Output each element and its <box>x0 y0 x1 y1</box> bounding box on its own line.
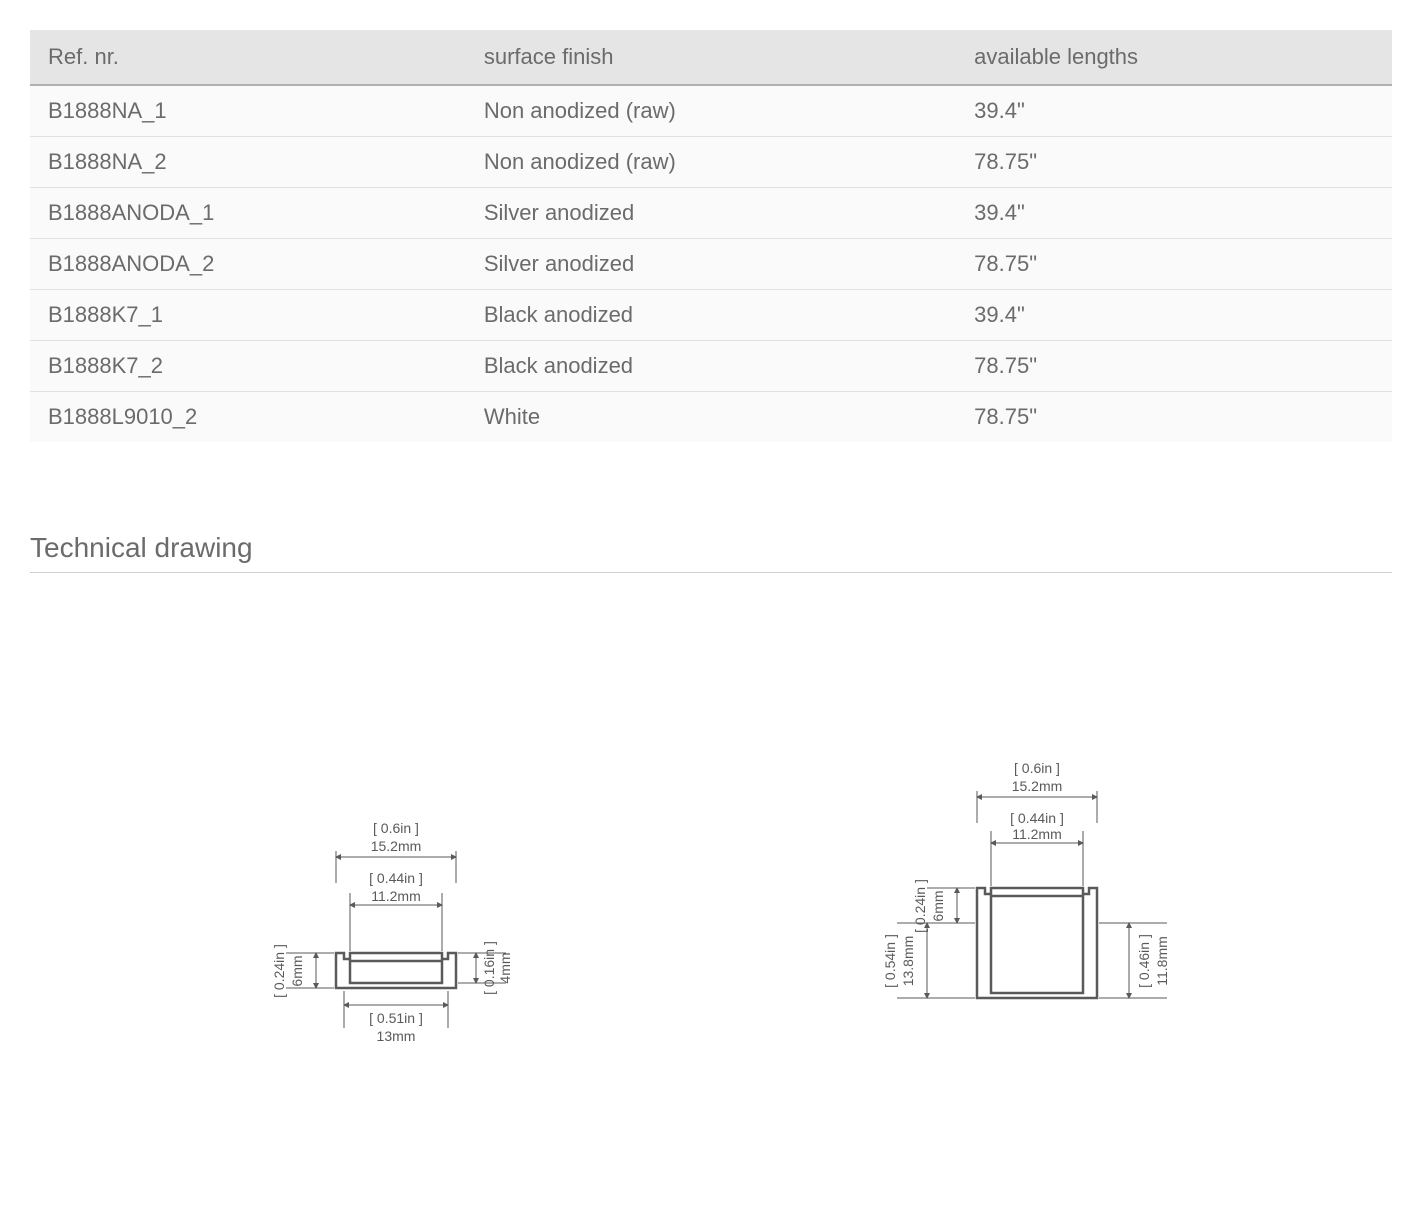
dim-lower-left-mm: 13.8mm <box>900 936 916 987</box>
table-cell: B1888NA_2 <box>30 137 466 188</box>
table-row: B1888ANODA_2Silver anodized78.75" <box>30 239 1392 290</box>
table-cell: Silver anodized <box>466 188 956 239</box>
table-row: B1888NA_1Non anodized (raw)39.4" <box>30 85 1392 137</box>
dim-upper-left-mm: 6mm <box>930 890 946 921</box>
dim-left-mm: 6mm <box>289 955 305 986</box>
dim-top-outer-in: [ 0.6in ] <box>373 820 419 836</box>
col-ref: Ref. nr. <box>30 30 466 85</box>
table-row: B1888NA_2Non anodized (raw)78.75" <box>30 137 1392 188</box>
table-cell: B1888ANODA_1 <box>30 188 466 239</box>
table-cell: B1888K7_2 <box>30 341 466 392</box>
dim-right-in: [ 0.16in ] <box>481 941 497 995</box>
dim-upper-left-in: [ 0.24in ] <box>912 879 928 933</box>
table-cell: Black anodized <box>466 290 956 341</box>
dim-top-outer-mm: 15.2mm <box>1011 778 1062 794</box>
table-cell: 78.75" <box>956 341 1392 392</box>
dim-right-in: [ 0.46in ] <box>1136 934 1152 988</box>
table-cell: Black anodized <box>466 341 956 392</box>
col-length: available lengths <box>956 30 1392 85</box>
table-row: B1888K7_2Black anodized78.75" <box>30 341 1392 392</box>
dim-top-inner-mm: 11.2mm <box>1012 826 1062 842</box>
table-cell: Non anodized (raw) <box>466 137 956 188</box>
section-divider <box>30 572 1392 573</box>
dim-bottom-in: [ 0.51in ] <box>369 1010 423 1026</box>
dim-right-mm: 4mm <box>497 952 513 983</box>
table-cell: White <box>466 392 956 443</box>
spec-table: Ref. nr. surface finish available length… <box>30 30 1392 442</box>
table-cell: B1888NA_1 <box>30 85 466 137</box>
drawing-left: [ 0.6in ] 15.2mm [ 0.44in ] 11.2mm [ 0.2… <box>226 783 556 1043</box>
table-cell: 39.4" <box>956 290 1392 341</box>
table-cell: B1888K7_1 <box>30 290 466 341</box>
dim-right-mm: 11.8mm <box>1154 936 1170 986</box>
dim-bottom-mm: 13mm <box>376 1028 415 1043</box>
dim-top-outer-mm: 15.2mm <box>370 838 421 854</box>
table-header-row: Ref. nr. surface finish available length… <box>30 30 1392 85</box>
dim-top-inner-in: [ 0.44in ] <box>1010 810 1064 826</box>
section-title: Technical drawing <box>30 532 1392 564</box>
table-cell: 39.4" <box>956 188 1392 239</box>
table-cell: 39.4" <box>956 85 1392 137</box>
table-cell: 78.75" <box>956 239 1392 290</box>
dim-top-outer-in: [ 0.6in ] <box>1014 760 1060 776</box>
table-cell: Non anodized (raw) <box>466 85 956 137</box>
dim-lower-left-in: [ 0.54in ] <box>882 934 898 988</box>
table-row: B1888ANODA_1Silver anodized39.4" <box>30 188 1392 239</box>
table-cell: 78.75" <box>956 137 1392 188</box>
table-row: B1888L9010_2White78.75" <box>30 392 1392 443</box>
dim-top-inner-in: [ 0.44in ] <box>369 870 423 886</box>
drawing-right: [ 0.6in ] 15.2mm [ 0.44in ] 11.2mm [ 0.2… <box>867 743 1197 1043</box>
table-cell: B1888L9010_2 <box>30 392 466 443</box>
table-cell: B1888ANODA_2 <box>30 239 466 290</box>
table-cell: 78.75" <box>956 392 1392 443</box>
dim-left-in: [ 0.24in ] <box>271 944 287 998</box>
table-row: B1888K7_1Black anodized39.4" <box>30 290 1392 341</box>
col-finish: surface finish <box>466 30 956 85</box>
dim-top-inner-mm: 11.2mm <box>371 888 421 904</box>
table-cell: Silver anodized <box>466 239 956 290</box>
drawings-row: [ 0.6in ] 15.2mm [ 0.44in ] 11.2mm [ 0.2… <box>30 743 1392 1083</box>
